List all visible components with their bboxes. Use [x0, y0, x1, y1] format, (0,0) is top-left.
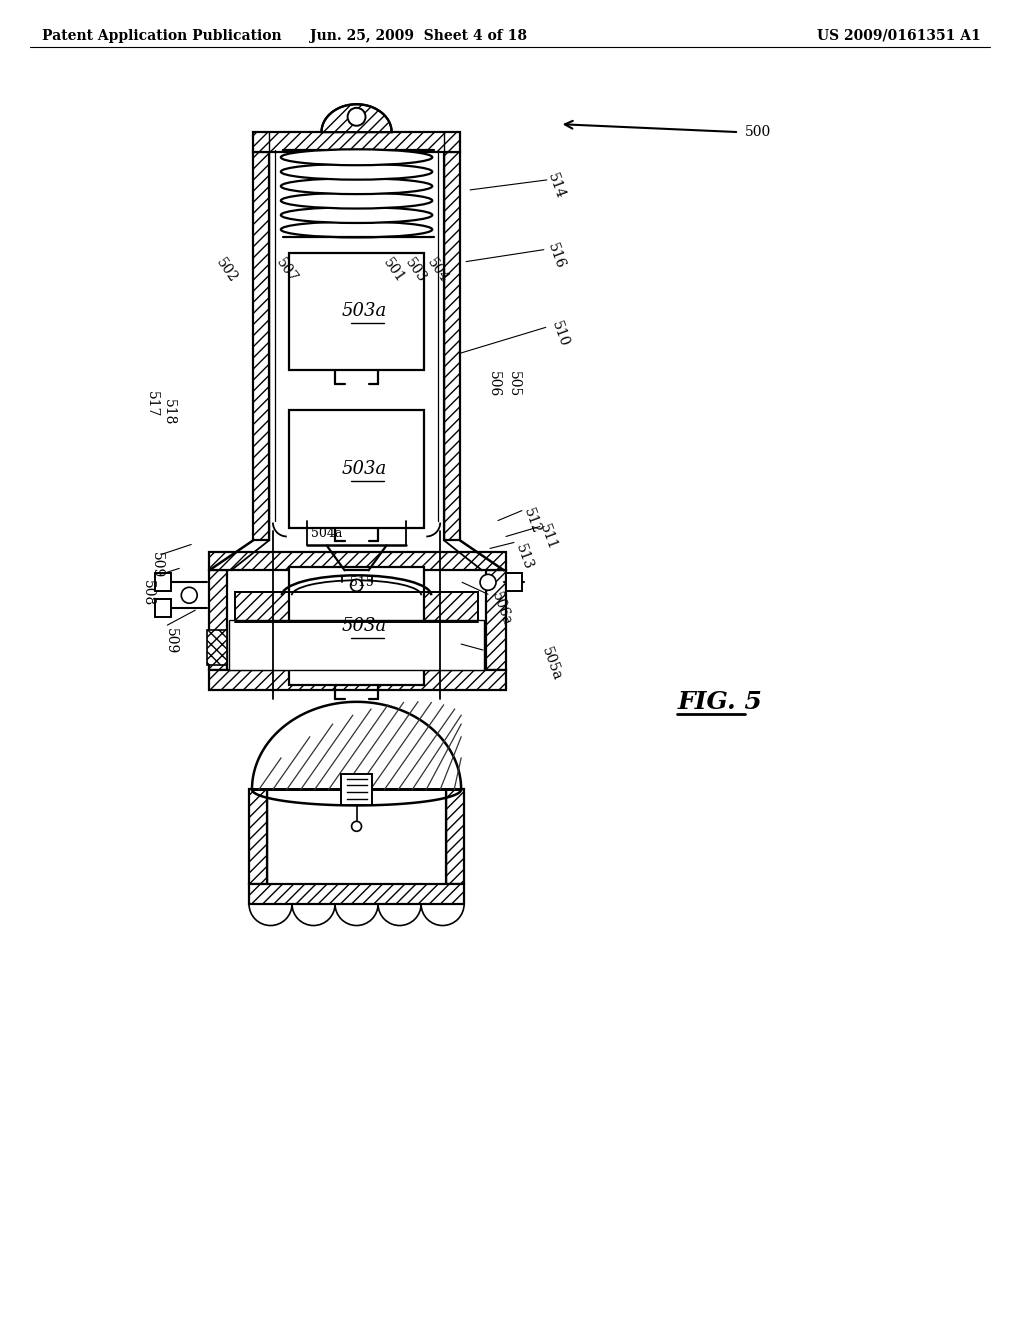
Ellipse shape: [281, 149, 432, 165]
Text: 513: 513: [513, 543, 536, 572]
Text: 505a: 505a: [540, 645, 564, 682]
Text: 503a: 503a: [342, 618, 387, 635]
Text: 507: 507: [273, 256, 300, 285]
Bar: [209, 553, 506, 570]
Text: 503a: 503a: [342, 302, 387, 321]
Ellipse shape: [281, 164, 432, 180]
Bar: [249, 884, 464, 904]
Ellipse shape: [281, 193, 432, 209]
Circle shape: [351, 821, 361, 832]
Bar: [289, 252, 424, 370]
Text: 510: 510: [549, 319, 571, 348]
Text: 506a: 506a: [489, 590, 514, 627]
Text: 517: 517: [144, 391, 159, 417]
Text: 511: 511: [538, 523, 559, 552]
Text: 504: 504: [425, 256, 452, 285]
Text: 508: 508: [140, 581, 155, 607]
Bar: [253, 132, 460, 152]
Bar: [209, 671, 506, 690]
Text: 500: 500: [745, 125, 771, 139]
Bar: [249, 789, 267, 884]
Ellipse shape: [281, 222, 432, 238]
Bar: [207, 630, 227, 665]
Bar: [253, 152, 269, 540]
Polygon shape: [322, 104, 391, 132]
Text: 505: 505: [507, 371, 521, 397]
Polygon shape: [252, 702, 461, 789]
Text: 502: 502: [213, 256, 240, 285]
Ellipse shape: [281, 207, 432, 223]
Text: 503: 503: [402, 256, 429, 285]
Text: FIG. 5: FIG. 5: [677, 690, 762, 714]
Text: Patent Application Publication: Patent Application Publication: [42, 29, 282, 42]
Text: 509: 509: [151, 553, 165, 578]
Bar: [209, 570, 227, 671]
Text: 515: 515: [349, 576, 374, 589]
Bar: [229, 620, 484, 671]
Circle shape: [350, 579, 362, 591]
Text: 501: 501: [381, 256, 408, 285]
Text: 518: 518: [163, 399, 176, 425]
Bar: [156, 599, 171, 618]
Text: Jun. 25, 2009  Sheet 4 of 18: Jun. 25, 2009 Sheet 4 of 18: [310, 29, 526, 42]
Text: 516: 516: [545, 242, 567, 271]
Bar: [444, 152, 460, 540]
Bar: [289, 568, 424, 685]
Bar: [486, 570, 506, 671]
Circle shape: [347, 108, 366, 125]
Ellipse shape: [281, 178, 432, 194]
Text: 506: 506: [487, 371, 501, 397]
Text: 503a: 503a: [342, 459, 387, 478]
Text: 504a: 504a: [311, 527, 342, 540]
Text: 509: 509: [164, 628, 178, 655]
Text: 512: 512: [521, 506, 544, 536]
Circle shape: [181, 587, 198, 603]
Bar: [236, 593, 478, 622]
Bar: [506, 573, 522, 591]
Bar: [446, 789, 464, 884]
Bar: [341, 774, 373, 805]
Circle shape: [480, 574, 496, 590]
Text: 514: 514: [545, 172, 567, 201]
Bar: [289, 411, 424, 528]
Text: US 2009/0161351 A1: US 2009/0161351 A1: [817, 29, 980, 42]
Bar: [156, 573, 171, 591]
